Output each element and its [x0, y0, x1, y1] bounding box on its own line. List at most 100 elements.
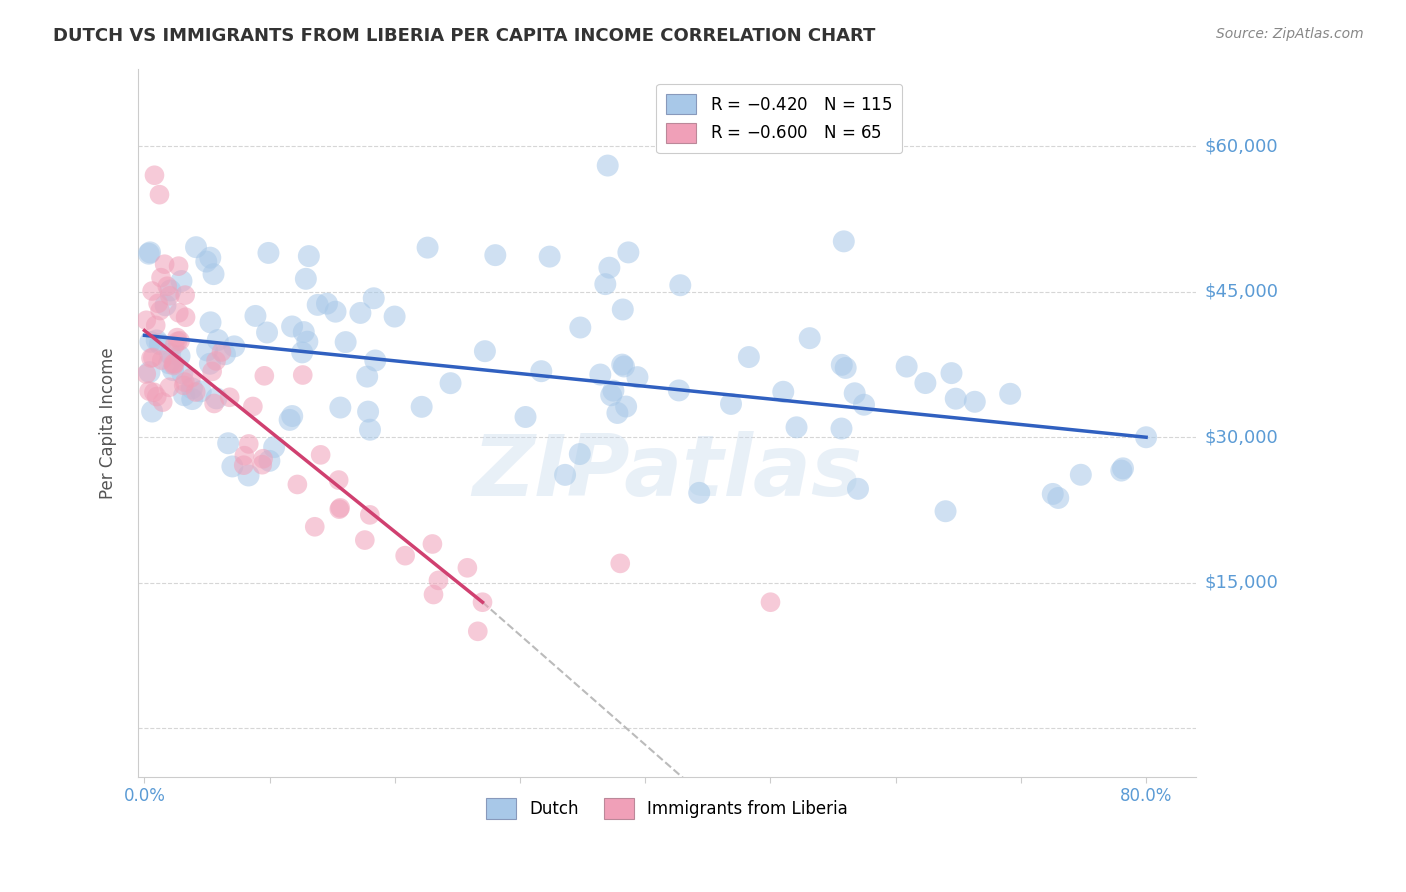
Legend: Dutch, Immigrants from Liberia: Dutch, Immigrants from Liberia — [479, 791, 855, 825]
Point — [200, 251, 222, 265]
Point — [170, 274, 193, 288]
Point — [256, 326, 278, 340]
Point — [173, 378, 195, 392]
Point — [297, 334, 319, 349]
Point — [202, 267, 225, 281]
Point — [162, 357, 184, 371]
Point — [169, 349, 191, 363]
Y-axis label: Per Capita Income: Per Capita Income — [100, 347, 117, 499]
Point — [257, 246, 280, 260]
Text: $45,000: $45,000 — [1205, 283, 1278, 301]
Point — [173, 375, 195, 389]
Point — [914, 376, 936, 390]
Point — [184, 240, 207, 254]
Point — [145, 318, 167, 333]
Point — [568, 447, 591, 461]
Point — [145, 334, 167, 348]
Text: ZIPatlas: ZIPatlas — [472, 431, 862, 514]
Point — [617, 245, 640, 260]
Point — [138, 365, 160, 379]
Point — [538, 250, 561, 264]
Point — [589, 368, 612, 382]
Point — [349, 306, 371, 320]
Point — [201, 364, 224, 378]
Point — [357, 404, 380, 418]
Point — [772, 384, 794, 399]
Point — [439, 376, 461, 391]
Point — [738, 350, 761, 364]
Point — [159, 284, 181, 298]
Point — [218, 390, 240, 404]
Point — [172, 367, 194, 381]
Point — [166, 334, 188, 349]
Point — [612, 302, 634, 317]
Point — [184, 384, 207, 399]
Point — [148, 187, 170, 202]
Point — [211, 345, 233, 359]
Point — [198, 357, 221, 371]
Point — [353, 533, 375, 547]
Point — [141, 404, 163, 418]
Point — [759, 595, 782, 609]
Point — [830, 421, 852, 435]
Point — [252, 451, 274, 466]
Point — [146, 296, 169, 310]
Point — [600, 388, 623, 402]
Point — [139, 334, 162, 349]
Point — [217, 436, 239, 450]
Point — [292, 325, 315, 339]
Point — [467, 624, 489, 639]
Point — [205, 354, 228, 368]
Point — [364, 353, 387, 368]
Point — [471, 595, 494, 609]
Point — [233, 449, 256, 463]
Point — [606, 406, 628, 420]
Point — [166, 330, 188, 344]
Text: $30,000: $30,000 — [1205, 428, 1278, 446]
Point — [202, 396, 225, 410]
Point — [150, 270, 173, 285]
Point — [232, 458, 254, 472]
Point — [515, 409, 537, 424]
Point — [291, 345, 314, 359]
Point — [669, 278, 692, 293]
Point — [328, 473, 350, 487]
Point — [221, 459, 243, 474]
Point — [200, 315, 222, 329]
Point — [190, 384, 212, 399]
Point — [287, 477, 309, 491]
Point — [363, 291, 385, 305]
Point — [252, 458, 274, 472]
Point — [1042, 487, 1064, 501]
Point — [329, 500, 352, 515]
Point — [138, 384, 160, 398]
Point — [359, 423, 381, 437]
Point — [205, 392, 228, 406]
Point — [174, 288, 197, 302]
Point — [174, 310, 197, 325]
Point — [325, 304, 347, 318]
Point — [159, 347, 181, 361]
Point — [530, 364, 553, 378]
Point — [786, 420, 808, 434]
Point — [328, 502, 350, 516]
Point — [1112, 461, 1135, 475]
Point — [180, 381, 202, 395]
Point — [138, 246, 160, 260]
Point — [668, 384, 690, 398]
Point — [335, 335, 357, 350]
Point — [846, 482, 869, 496]
Point — [139, 245, 162, 260]
Point — [384, 310, 406, 324]
Point — [853, 398, 876, 412]
Point — [181, 392, 204, 406]
Point — [135, 313, 157, 327]
Point — [609, 557, 631, 571]
Point — [554, 467, 576, 482]
Point — [153, 257, 176, 271]
Point — [163, 357, 186, 371]
Text: DUTCH VS IMMIGRANTS FROM LIBERIA PER CAPITA INCOME CORRELATION CHART: DUTCH VS IMMIGRANTS FROM LIBERIA PER CAP… — [53, 27, 876, 45]
Point — [278, 413, 301, 427]
Point — [484, 248, 506, 262]
Point — [163, 359, 186, 373]
